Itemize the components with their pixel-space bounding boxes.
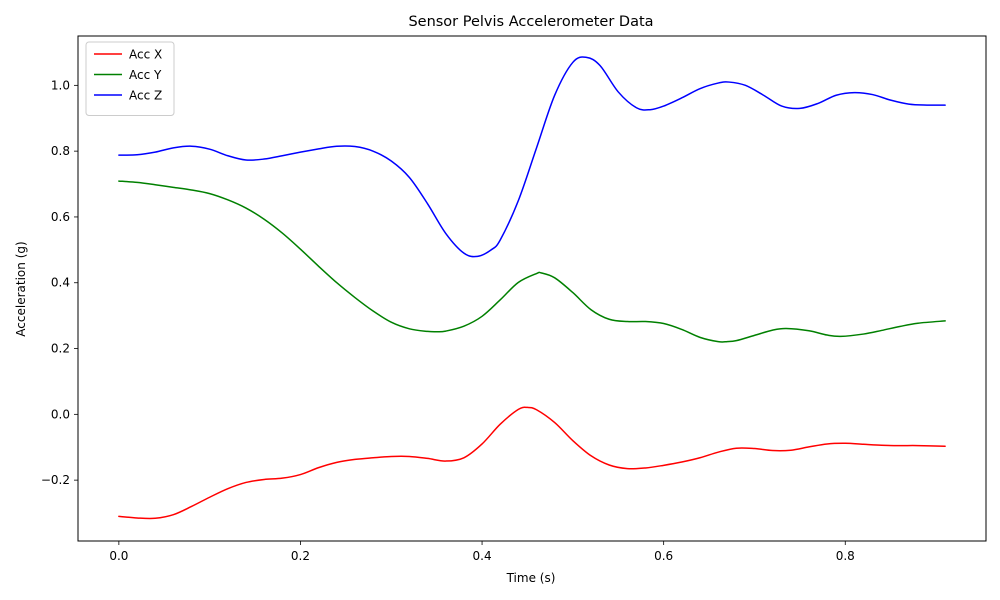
- y-tick-label: 0.0: [51, 407, 70, 421]
- y-tick-label: −0.2: [41, 473, 70, 487]
- legend-box: [85, 41, 175, 116]
- y-tick-label: 0.4: [51, 276, 70, 290]
- x-tick-label: 0.2: [291, 549, 310, 563]
- y-axis: −0.2 0.0 0.2 0.4 0.6 0.8 1.0: [41, 78, 78, 487]
- y-axis-label: Acceleration (g): [14, 241, 28, 336]
- y-tick-label: 0.2: [51, 342, 70, 356]
- y-tick-label: 1.0: [51, 78, 70, 92]
- x-axis: 0.0 0.2 0.4 0.6 0.8: [109, 541, 855, 563]
- plot-frame: [77, 35, 987, 542]
- legend-label: Acc Z: [129, 89, 162, 103]
- legend: Acc X Acc Y Acc Z: [85, 41, 175, 116]
- chart-title: Sensor Pelvis Accelerometer Data: [408, 14, 653, 30]
- x-tick-label: 0.0: [109, 549, 128, 563]
- x-axis-label: Time (s): [506, 571, 556, 585]
- series-line-acc-y: [118, 180, 946, 343]
- legend-label: Acc Y: [129, 68, 162, 82]
- legend-label: Acc X: [129, 48, 162, 62]
- y-tick-label: 0.6: [51, 210, 70, 224]
- series-line-acc-z: [118, 56, 946, 258]
- x-tick-label: 0.4: [473, 549, 492, 563]
- x-tick-label: 0.8: [836, 549, 855, 563]
- series-line-acc-x: [118, 406, 946, 520]
- series-layer: [118, 56, 946, 520]
- x-tick-label: 0.6: [654, 549, 673, 563]
- y-tick-label: 0.8: [51, 144, 70, 158]
